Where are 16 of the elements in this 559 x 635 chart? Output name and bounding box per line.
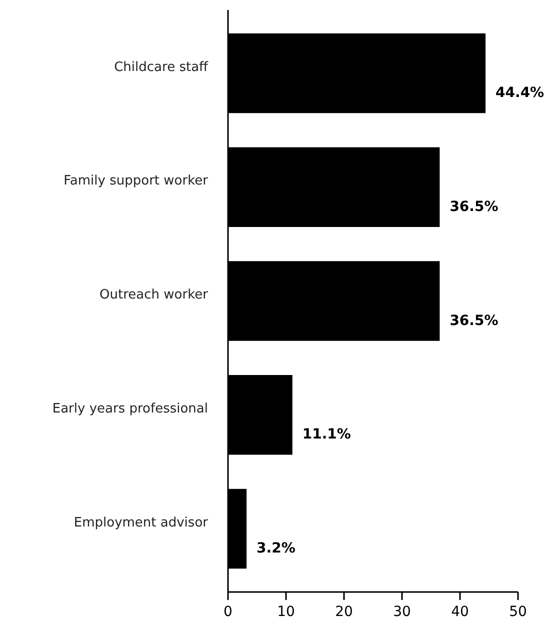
x-tick-label: 50 [509,604,527,620]
data-label: 44.4% [496,85,544,102]
y-tick-label: Childcare staff [114,60,210,75]
y-tick-label: Outreach worker [100,288,209,303]
y-tick-label: Employment advisor [74,515,209,530]
data-label: 3.2% [256,540,296,557]
x-tick-label: 40 [451,604,469,620]
y-tick-label: Early years professional [52,401,208,416]
data-label: 36.5% [450,312,498,329]
x-tick-label: 30 [393,604,411,620]
x-tick-label: 0 [224,604,232,620]
x-tick-label: 10 [277,604,295,620]
y-tick-label: Family support worker [64,174,209,189]
x-tick-label: 20 [335,604,353,620]
data-label: 36.5% [450,198,498,215]
data-label: 11.1% [302,426,351,443]
